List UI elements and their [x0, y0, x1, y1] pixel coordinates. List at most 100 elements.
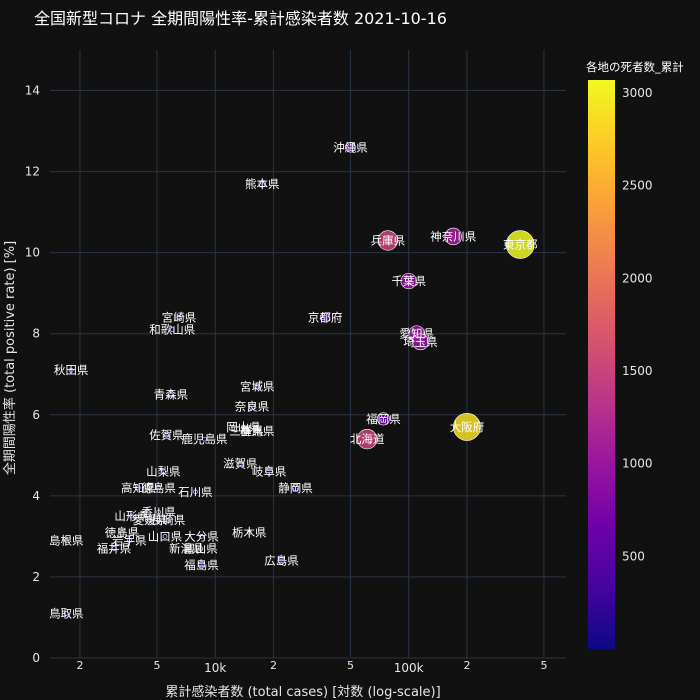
data-label: 千葉県: [391, 274, 426, 288]
data-label: 徳島県: [105, 525, 140, 539]
data-label: 東京都: [503, 238, 538, 252]
data-point: [169, 327, 175, 332]
data-label: 京都府: [308, 311, 343, 325]
data-label: 福島県: [184, 558, 219, 572]
y-tick-label: 6: [32, 408, 40, 422]
data-label: 愛知県: [399, 327, 434, 341]
data-point: [241, 424, 246, 430]
colorbar-gradient: [588, 80, 615, 649]
x-tick-label: 2: [463, 659, 470, 672]
colorbar-tick-label: 2500: [622, 179, 653, 193]
data-label: 新潟県: [169, 542, 204, 556]
data-point: [197, 561, 206, 569]
data-label: 青森県: [154, 388, 189, 402]
data-point: [176, 315, 182, 320]
data-label: 愛媛県: [133, 513, 168, 527]
y-tick-label: 14: [25, 84, 40, 98]
data-label: 香川県: [141, 505, 176, 519]
x-tick-label: 2: [76, 659, 83, 672]
data-point: [291, 484, 300, 492]
data-label: 大阪府: [450, 420, 485, 434]
data-label: 島根県: [49, 533, 84, 547]
data-point: [193, 489, 198, 495]
data-point: [165, 517, 171, 523]
data-point: [164, 432, 169, 438]
data-label: 滋賀県: [223, 456, 258, 470]
data-label: 奈良県: [235, 400, 270, 414]
data-label: 岐阜県: [252, 465, 287, 479]
data-label: 兵庫県: [371, 234, 406, 248]
colorbar-ticks: 500 1000 1500 2000 2500 3000: [622, 86, 653, 563]
data-label: 沖縄県: [333, 140, 368, 154]
data-label: 山梨県: [146, 465, 181, 479]
data-label: 福井県: [97, 542, 132, 556]
data-label: 岡山県: [226, 420, 261, 434]
data-label: 栃木県: [232, 525, 267, 539]
data-label: 静岡県: [278, 481, 313, 495]
grid: [50, 50, 566, 659]
x-tick-label: 5: [153, 659, 160, 672]
data-point: [246, 530, 252, 535]
data-label: 鹿児島県: [181, 432, 227, 446]
data-label: 大分県: [184, 529, 219, 543]
data-label: 神奈川県: [430, 229, 476, 243]
data-point: [161, 469, 166, 474]
x-tick-label: 5: [540, 659, 547, 672]
data-point: [254, 428, 260, 434]
y-tick-label: 12: [25, 165, 40, 179]
data-point: [184, 546, 189, 551]
data-label: 山形県: [114, 509, 149, 523]
data-point: [505, 230, 535, 259]
data-point: [453, 413, 481, 441]
x-tick-label: 100k: [394, 661, 424, 675]
data-label: 鳥取県: [49, 606, 84, 620]
y-axis-ticks: 0 2 4 6 8 10 12 14: [25, 84, 40, 665]
colorbar: 各地の死者数_累計 500 1000 1500 2000 2500 3000: [586, 60, 684, 649]
colorbar-tick-label: 1000: [622, 457, 653, 471]
x-tick-label: 2: [270, 659, 277, 672]
data-label: 福岡県: [366, 412, 401, 426]
data-point: [345, 141, 356, 153]
data-label: 宮崎県: [162, 311, 197, 325]
data-label: 長崎県: [151, 513, 186, 527]
data-point: [199, 534, 204, 539]
data-point: [444, 227, 462, 246]
data-label: 徳島県: [141, 481, 176, 495]
data-point: [156, 485, 161, 491]
data-point: [68, 367, 74, 373]
data-point: [248, 403, 256, 410]
x-tick-label: 5: [347, 659, 354, 672]
data-label: 熊本県: [245, 177, 280, 191]
data-label: 石川県: [178, 485, 213, 499]
y-axis-title: 全期間陽性率 (total positive rate) [%]: [2, 241, 18, 475]
data-point: [254, 383, 260, 390]
data-point: [135, 485, 141, 491]
y-tick-label: 4: [32, 489, 40, 503]
data-label: 三重県: [229, 424, 264, 438]
data-label: 富山県: [183, 542, 218, 556]
data-point: [377, 230, 398, 251]
data-label: 高知県: [121, 481, 156, 495]
data-point: [147, 517, 153, 523]
data-label: 群馬県: [240, 424, 275, 438]
data-point: [357, 429, 378, 450]
data-point: [156, 509, 161, 515]
data-label: 埼玉県: [403, 335, 438, 349]
data-label: 広島県: [264, 554, 299, 568]
colorbar-tick-label: 1500: [622, 364, 653, 378]
data-point: [277, 556, 286, 565]
data-label: 佐賀県: [149, 428, 184, 442]
data-point: [265, 467, 274, 476]
data-markers: [64, 141, 535, 616]
data-point: [238, 461, 243, 466]
data-point: [400, 272, 417, 290]
data-label: 秋田県: [54, 363, 89, 377]
data-point: [111, 546, 117, 551]
colorbar-tick-label: 2000: [622, 271, 653, 285]
colorbar-title: 各地の死者数_累計: [586, 60, 684, 74]
data-point: [202, 436, 207, 442]
data-label: 宮城県: [240, 379, 275, 393]
data-point: [258, 180, 266, 188]
y-tick-label: 10: [25, 246, 40, 260]
